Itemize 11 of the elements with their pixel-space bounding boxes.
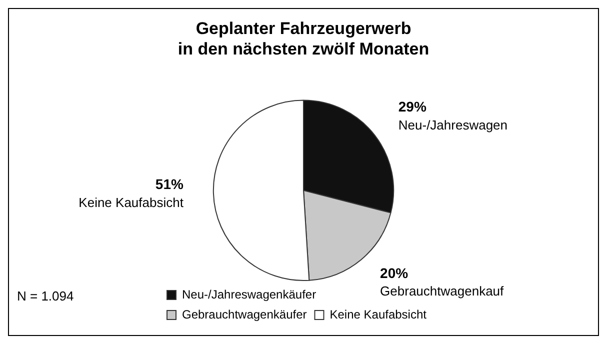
data-label: 29%: [398, 98, 427, 115]
data-label: 20%: [380, 264, 409, 281]
chart-title: Geplanter Fahrzeugerwerb in den nächsten zwölf Monaten: [178, 18, 430, 58]
data-label: 51%: [155, 176, 184, 192]
text: Gebrauchtwagenkauf: [380, 284, 504, 299]
text: Neu-/Jahreswagen: [398, 117, 508, 132]
legend-label: Keine Kaufabsicht: [330, 307, 428, 322]
legend-label: Gebrauchtwagenkäufer: [182, 307, 307, 322]
text: N = 1.094: [17, 288, 74, 304]
legend-label: Neu-/Jahreswagenkäufer: [182, 287, 316, 302]
text: Keine Kaufabsicht: [78, 194, 184, 210]
